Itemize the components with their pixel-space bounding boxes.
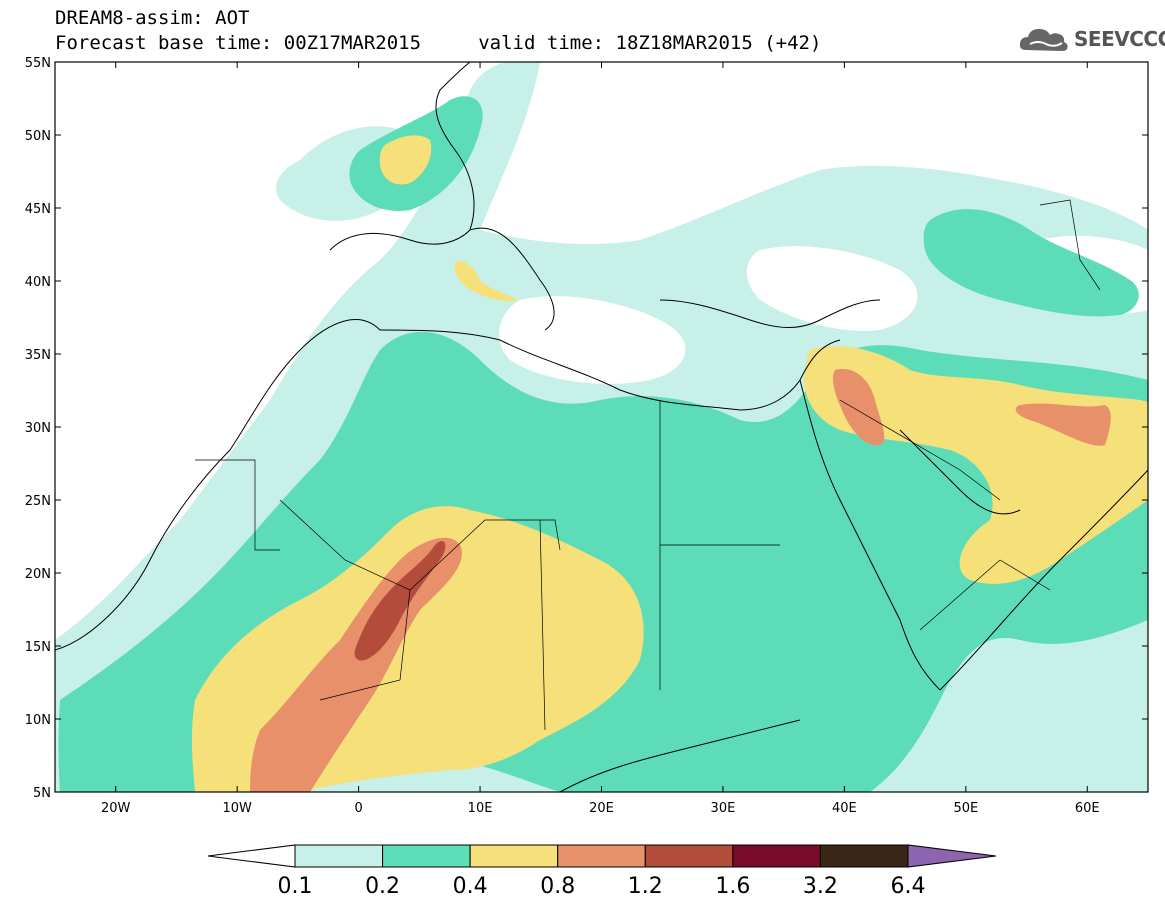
coastlines xyxy=(55,62,1148,792)
lon-label: 30E xyxy=(711,801,736,816)
lat-label: 15N xyxy=(25,640,51,655)
aot-hole xyxy=(746,246,918,331)
colorbar-label: 1.2 xyxy=(628,874,663,899)
logo-text: SEEVCCC xyxy=(1074,27,1165,51)
aot-contour-0-4-corsica xyxy=(454,261,518,302)
lon-label: 20W xyxy=(101,801,131,816)
forecast-time-line: Forecast base time: 00Z17MAR2015 valid t… xyxy=(55,32,822,54)
lon-label: 10W xyxy=(222,801,252,816)
aot-hole xyxy=(499,296,686,384)
aot-contour-0-8-iran xyxy=(1015,403,1111,446)
cloud-icon xyxy=(1019,29,1068,51)
map-title: DREAM8-assim: AOT xyxy=(55,7,250,29)
aot-contour-1-2 xyxy=(354,540,446,661)
lat-label: 20N xyxy=(25,567,51,582)
colorbar-label: 3.2 xyxy=(803,874,838,899)
colorbar-box xyxy=(294,844,384,868)
colorbar-label: 0.8 xyxy=(540,874,575,899)
lon-label: 40E xyxy=(832,801,857,816)
colorbar-under-arrow xyxy=(207,844,296,868)
seevccc-logo: SEEVCCC xyxy=(1018,24,1165,54)
colorbar-label: 1.6 xyxy=(715,874,750,899)
colorbar-box xyxy=(644,844,734,868)
borders xyxy=(195,199,1101,731)
colorbar-label: 6.4 xyxy=(891,874,926,899)
colorbar-box xyxy=(557,844,646,868)
aot-contour-0-2-caspian xyxy=(923,209,1139,317)
colorbar: 0.1 0.2 0.4 0.8 1.2 1.6 3.2 6.4 xyxy=(207,844,997,899)
colorbar-label: 0.2 xyxy=(365,874,400,899)
lon-label: 0 xyxy=(354,801,362,816)
lat-label: 30N xyxy=(25,421,51,436)
lat-label: 10N xyxy=(25,713,51,728)
lat-label: 55N xyxy=(25,56,51,71)
lon-label: 10E xyxy=(468,801,493,816)
colorbar-box xyxy=(382,844,471,868)
lon-label: 50E xyxy=(953,801,978,816)
lat-label: 50N xyxy=(25,129,51,144)
colorbar-box xyxy=(732,844,821,868)
lat-label: 5N xyxy=(33,786,51,801)
map-axes: 55N 50N 45N 40N 35N 30N 25N 20N 15N 10N 5N 20W 10W 0 1… xyxy=(25,56,1148,816)
lat-label: 35N xyxy=(25,348,51,363)
colorbar-label: 0.1 xyxy=(278,874,313,899)
lon-label: 20E xyxy=(589,801,614,816)
colorbar-label: 0.4 xyxy=(453,874,488,899)
colorbar-over-arrow xyxy=(907,844,997,868)
colorbar-box xyxy=(469,844,559,868)
lat-label: 25N xyxy=(25,494,51,509)
lat-label: 40N xyxy=(25,275,51,290)
aot-contour-0-4-france xyxy=(379,135,432,185)
lat-label: 45N xyxy=(25,202,51,217)
lon-label: 60E xyxy=(1075,801,1100,816)
aot-contour-0-8-gulf xyxy=(832,369,885,446)
colorbar-box xyxy=(819,844,909,868)
